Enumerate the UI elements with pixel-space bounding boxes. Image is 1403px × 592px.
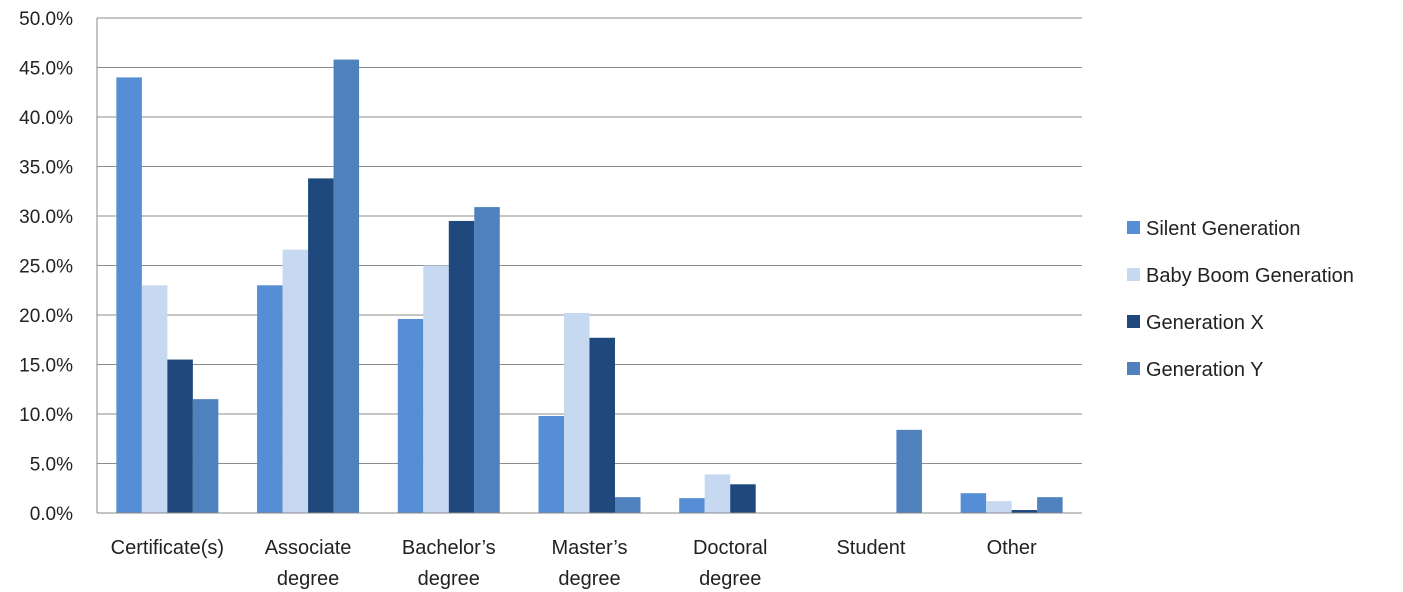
bar [397,318,424,513]
x-category-label-line: degree [277,568,339,590]
legend-swatch [1127,268,1140,281]
y-tick-label: 30.0% [19,207,73,228]
legend: Silent Generation Baby Boom Generation Gen… [1127,218,1354,381]
y-tick-label: 5.0% [30,455,73,476]
bar [167,359,193,513]
y-tick-label: 0.0% [30,504,73,525]
bars [116,59,1063,514]
bar [589,337,615,513]
x-category-label-line: Bachelor’s [402,537,496,559]
bar [960,493,987,513]
legend-swatch [1127,315,1140,328]
x-category-label-line: Other [987,537,1037,559]
legend-label: Generation Y [1146,359,1264,381]
bar [538,415,564,513]
x-category-label: Other [987,537,1037,559]
legend-swatch [1127,362,1140,375]
x-category-label: Student [836,537,905,559]
y-tick-label: 10.0% [19,405,73,426]
bar [474,207,500,513]
y-tick-label: 40.0% [19,108,73,129]
bar [704,474,731,513]
bar [257,285,283,513]
bar [896,429,922,513]
y-tick-label: 20.0% [19,306,73,327]
x-category-label-line: degree [699,568,761,590]
y-tick-label: 35.0% [19,158,73,179]
bar [192,399,219,513]
bar [116,77,142,514]
y-tick-label: 45.0% [19,59,73,80]
x-category-label-line: degree [558,568,620,590]
bar [564,313,590,513]
y-axis-tick-labels: 0.0% 5.0% 10.0% 15.0% 20.0% 25.0% 30.0% 35.0% 40… [19,9,73,525]
x-category-label-line: Doctoral [693,537,767,559]
x-category-label-line: Master’s [552,537,628,559]
bar [615,497,641,513]
bar [448,220,475,513]
x-category-label-line: Associate [265,537,352,559]
x-category-label: Associate degree [265,537,352,590]
bar [333,59,360,513]
y-tick-label: 15.0% [19,356,73,377]
x-category-label-line: degree [418,568,480,590]
bar [282,249,309,513]
x-category-label: Doctoral degree [693,537,767,590]
bar [730,484,756,513]
bar [986,501,1012,513]
bar [1011,510,1038,513]
bar [423,265,449,513]
bar [141,285,168,513]
y-tick-label: 25.0% [19,257,73,278]
x-category-label: Certificate(s) [111,537,224,559]
legend-label: Generation X [1146,312,1264,334]
bar [308,178,334,513]
y-tick-label: 50.0% [19,9,73,30]
bar [1037,497,1063,513]
x-category-label-line: Certificate(s) [111,537,224,559]
x-axis-category-labels: Certificate(s) Associate degree Bachelor’s d… [111,537,1037,590]
bar [679,498,705,513]
x-category-label-line: Student [836,537,905,559]
legend-swatch [1127,221,1140,234]
x-category-label: Master’s degree [552,537,628,590]
legend-label: Baby Boom Generation [1146,265,1354,287]
legend-label: Silent Generation [1146,218,1301,240]
x-category-label: Bachelor’s degree [402,537,496,590]
